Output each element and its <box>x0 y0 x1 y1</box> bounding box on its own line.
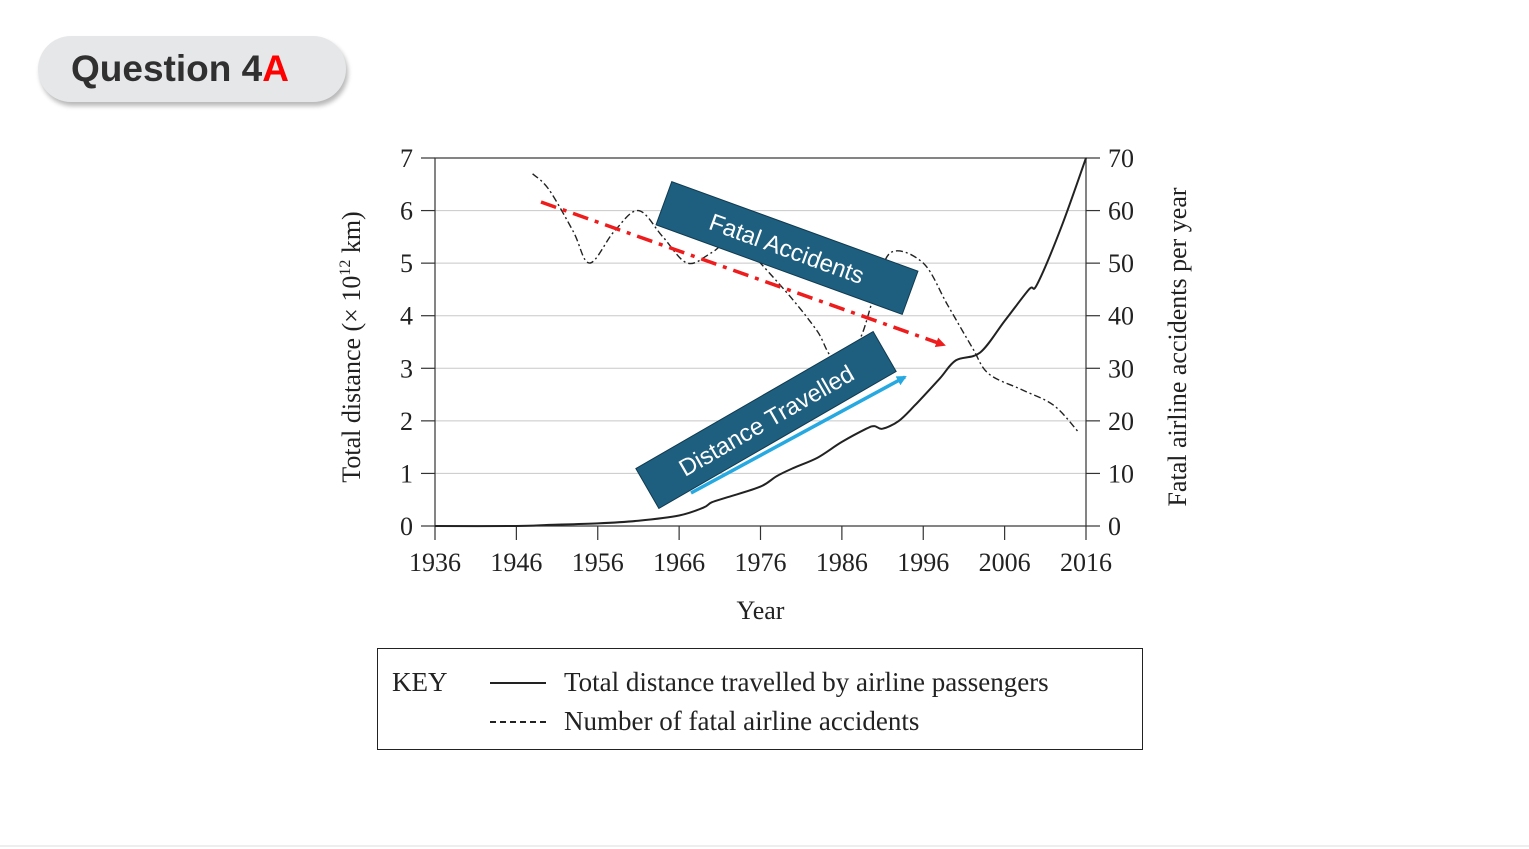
y-left-tick-label: 1 <box>400 459 413 488</box>
legend-entry-distance: Total distance travelled by airline pass… <box>490 667 1049 698</box>
y-left-tick-label: 2 <box>400 407 413 436</box>
legend-title: KEY <box>392 667 448 697</box>
x-tick-label: 2016 <box>1060 548 1112 577</box>
y-left-tick-label: 6 <box>400 197 413 226</box>
distance-travelled-callout: Distance Travelled <box>635 330 897 510</box>
y-left-tick-label: 5 <box>400 249 413 278</box>
accidents-series-line <box>532 173 1079 432</box>
x-tick-label: 1946 <box>490 548 542 577</box>
y-right-tick-label: 0 <box>1108 512 1121 541</box>
distance-series-line <box>434 157 1087 528</box>
legend-entry-distance-label: Total distance travelled by airline pass… <box>564 667 1049 697</box>
legend-entry-accidents-label: Number of fatal airline accidents <box>564 706 920 736</box>
legend-entry-accidents: Number of fatal airline accidents <box>490 706 919 737</box>
y-left-tick-label: 7 <box>400 144 413 173</box>
question-title-suffix: A <box>262 48 289 89</box>
fatal-accidents-trend-arrow <box>540 200 946 348</box>
distance-travelled-trend-arrow <box>690 375 907 495</box>
y-left-axis-title-exponent: 12 <box>337 260 354 276</box>
y-left-axis-title-text: Total distance (× 10 <box>337 276 366 483</box>
x-tick-label: 1976 <box>735 548 787 577</box>
y-left-axis-title-unit: km) <box>337 211 366 259</box>
y-right-tick-label: 10 <box>1108 459 1134 488</box>
x-tick-label: 1966 <box>653 548 705 577</box>
question-title-main: Question 4 <box>71 48 263 89</box>
legend-dashdot-line-swatch <box>490 720 546 723</box>
y-right-tick-label: 40 <box>1108 302 1134 331</box>
y-right-tick-label: 70 <box>1108 144 1134 173</box>
y-right-tick-label: 60 <box>1108 197 1134 226</box>
y-right-tick-label: 30 <box>1108 354 1134 383</box>
x-tick-label: 2006 <box>979 548 1031 577</box>
x-tick-label: 1956 <box>572 548 624 577</box>
y-left-tick-label: 3 <box>400 354 413 383</box>
y-right-axis-title: Fatal airline accidents per year <box>1163 187 1192 506</box>
y-left-tick-label: 0 <box>400 512 413 541</box>
fatal-accidents-callout: Fatal Accidents <box>655 180 919 316</box>
legend: KEY Total distance travelled by airline … <box>377 648 1143 750</box>
slide-bottom-divider <box>0 845 1529 847</box>
y-left-tick-label: 4 <box>400 302 413 331</box>
y-right-tick-label: 20 <box>1108 407 1134 436</box>
x-tick-label: 1996 <box>897 548 949 577</box>
y-right-tick-label: 50 <box>1108 249 1134 278</box>
y-left-axis-title: Total distance (× 1012 km) <box>337 211 366 482</box>
x-tick-label: 1936 <box>409 548 461 577</box>
legend-solid-line-swatch <box>490 681 546 684</box>
x-axis-title: Year <box>737 596 785 625</box>
x-tick-label: 1986 <box>816 548 868 577</box>
